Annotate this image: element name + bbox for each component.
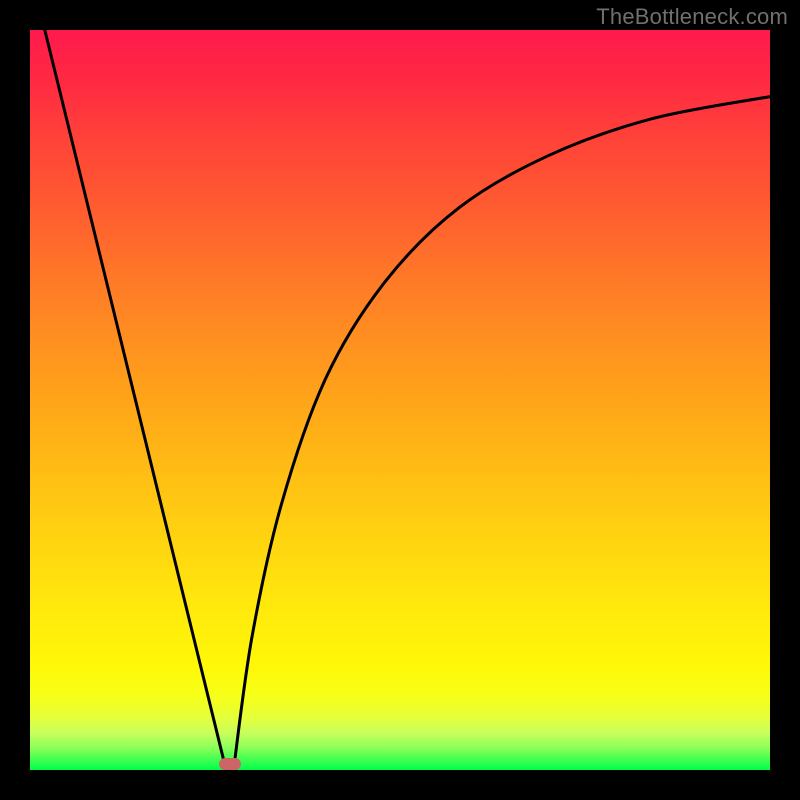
bottleneck-curve [30,30,770,770]
plot-frame [30,30,770,770]
canvas-root: TheBottleneck.com [0,0,800,800]
curve-right-branch [234,97,771,770]
watermark-text: TheBottleneck.com [596,4,788,30]
optimum-marker [219,758,241,770]
curve-left-branch [45,30,226,770]
